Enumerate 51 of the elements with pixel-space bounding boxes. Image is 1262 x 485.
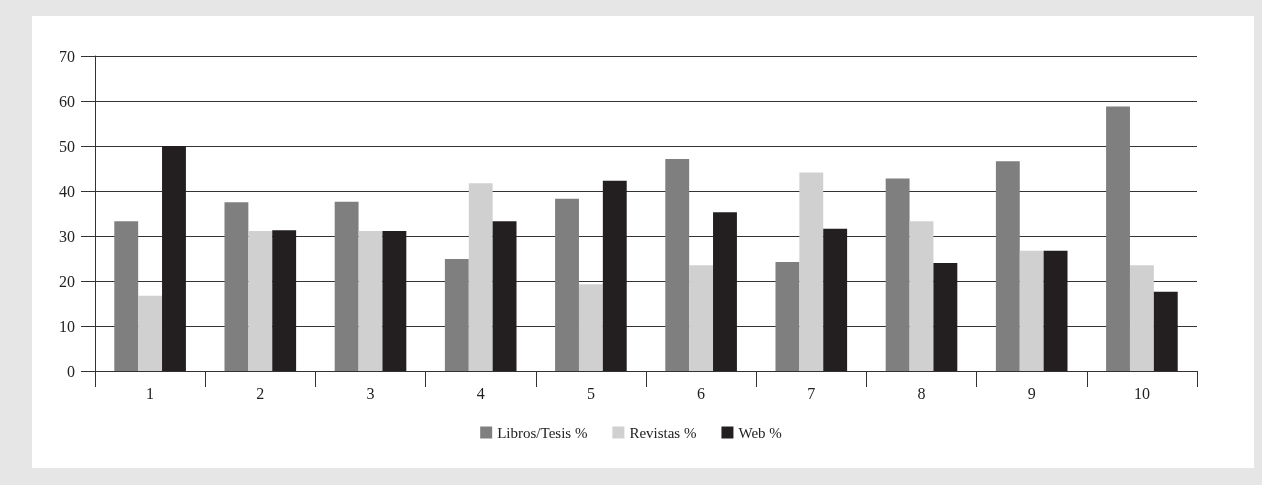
bar xyxy=(224,202,249,371)
y-tick-label: 70 xyxy=(59,47,75,65)
bar xyxy=(114,221,139,371)
x-tick-label: 3 xyxy=(366,384,375,402)
y-tick-label: 0 xyxy=(67,362,75,380)
x-tick-label: 9 xyxy=(1027,384,1036,402)
y-tick-label: 30 xyxy=(59,227,75,245)
bar xyxy=(602,180,627,371)
bar xyxy=(1043,250,1068,371)
bar xyxy=(995,161,1020,371)
bar xyxy=(444,258,469,371)
legend-label: Libros/Tesis % xyxy=(497,424,588,441)
bar xyxy=(248,231,273,371)
bar xyxy=(1153,291,1178,371)
y-tick-label: 10 xyxy=(59,317,75,335)
y-tick-label: 60 xyxy=(59,92,75,110)
bar xyxy=(665,159,690,371)
bar xyxy=(1019,250,1044,371)
bar xyxy=(492,221,517,371)
bar xyxy=(713,212,737,371)
y-tick-label: 40 xyxy=(59,182,75,200)
bar xyxy=(909,221,934,371)
bar xyxy=(1106,106,1130,371)
bar xyxy=(775,262,800,371)
bar xyxy=(555,198,579,371)
bar xyxy=(823,228,848,371)
x-tick-label: 10 xyxy=(1133,384,1150,402)
x-tick-label: 4 xyxy=(476,384,485,402)
bar xyxy=(799,172,824,371)
bar xyxy=(578,284,603,371)
x-tick-label: 1 xyxy=(146,384,155,402)
bar xyxy=(1129,265,1154,371)
x-tick-label: 5 xyxy=(586,384,595,402)
bar xyxy=(885,178,910,371)
bar xyxy=(689,265,714,371)
bar xyxy=(358,231,383,371)
y-tick-label: 20 xyxy=(59,272,75,290)
bar xyxy=(162,146,186,371)
legend-label: Revistas % xyxy=(629,424,697,441)
y-tick-label: 50 xyxy=(59,137,75,155)
bar xyxy=(138,295,163,371)
x-tick-label: 2 xyxy=(256,384,265,402)
bar xyxy=(272,230,297,371)
x-tick-label: 6 xyxy=(697,384,706,402)
x-tick-label: 7 xyxy=(807,384,816,402)
bar xyxy=(933,263,958,371)
x-tick-label: 8 xyxy=(917,384,926,402)
bar xyxy=(468,183,493,371)
bar xyxy=(334,201,359,371)
bar xyxy=(382,231,407,371)
legend-label: Web % xyxy=(738,424,782,441)
